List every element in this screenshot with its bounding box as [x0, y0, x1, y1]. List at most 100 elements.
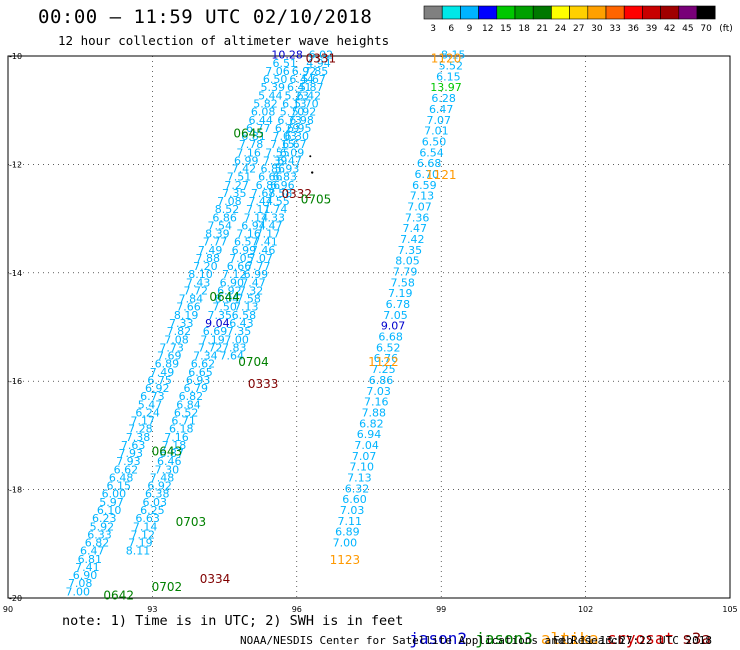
swh-value-label: 7.72 [198, 341, 223, 354]
colorbar-swatch [696, 5, 716, 20]
colorbar-label: 27 [573, 24, 584, 33]
swh-value-label: 5.87 [299, 81, 324, 94]
colorbar-label: 36 [628, 24, 640, 33]
swh-value-label: 7.42 [400, 233, 425, 246]
swh-value-label: 7.82 [167, 325, 192, 338]
swh-value-label: 6.94 [241, 219, 266, 232]
track-time-label: 0645 [233, 127, 264, 141]
track-time-label: 0331 [306, 52, 337, 66]
swh-value-label: 7.49 [198, 244, 223, 257]
swh-value-label: 7.78 [239, 138, 264, 151]
legend-item-s3a: s3a [682, 629, 711, 648]
swh-value-label: 6.92 [145, 382, 170, 395]
swh-value-label: 8.19 [174, 309, 199, 322]
x-tick-label: 105 [722, 605, 737, 614]
swh-value-label: 6.99 [232, 244, 257, 257]
swh-value-label: 6.89 [335, 526, 360, 539]
swh-value-label: 7.58 [390, 276, 415, 289]
swh-value-label: 7.55 [265, 195, 290, 208]
legend-item-jason2: jason2 [409, 629, 468, 648]
swh-value-label: 7.47 [258, 219, 283, 232]
x-tick-label: 90 [3, 605, 13, 614]
swh-value-label: 6.13 [282, 97, 307, 110]
swh-value-label: 5.82 [253, 97, 278, 110]
swh-value-label: 13.97 [430, 81, 462, 94]
swh-value-label: 6.99 [234, 154, 259, 167]
swh-value-label: 6.98 [289, 114, 314, 127]
swh-value-label: 6.47 [429, 103, 454, 116]
swh-value-label: 6.30 [285, 130, 310, 143]
island-mark [309, 155, 312, 158]
swh-value-label: 7.50 [212, 301, 237, 314]
swh-value-label: 7.10 [350, 461, 375, 474]
swh-value-label: 6.63 [135, 512, 160, 525]
swh-value-label: 5.92 [90, 520, 115, 533]
track-time-label: 0644 [209, 290, 240, 304]
swh-value-label: 7.33 [260, 211, 285, 224]
swh-value-label: 7.03 [273, 130, 298, 143]
swh-value-label: 7.16 [164, 431, 189, 444]
swh-value-label: 6.10 [97, 504, 122, 517]
swh-value-label: 7.00 [333, 537, 358, 550]
swh-value-label: 6.75 [147, 374, 172, 387]
legend-item-altika: altika [540, 629, 599, 648]
swh-value-label: 6.02 [309, 49, 334, 62]
swh-value-label: 7.41 [75, 561, 100, 574]
swh-value-label: 6.81 [78, 553, 103, 566]
units-note: note: 1) Time is in UTC; 2) SWH is in fe… [62, 613, 404, 629]
swh-value-label: 6.08 [251, 106, 276, 119]
swh-value-label: 7.04 [354, 439, 379, 452]
colorbar-label: 39 [646, 24, 658, 33]
swh-value-label: 6.15 [436, 70, 461, 83]
colorbar-unit: (ft) [719, 24, 732, 33]
swh-value-label: 6.83 [273, 171, 298, 184]
swh-value-label: 7.08 [68, 577, 93, 590]
swh-value-label: 4.94 [306, 57, 331, 70]
track-time-label: 0704 [238, 355, 269, 369]
swh-value-label: 6.73 [140, 390, 165, 403]
swh-value-label: 6.66 [258, 171, 283, 184]
swh-value-label: 6.84 [176, 398, 201, 411]
swh-value-label: 6.92 [292, 65, 317, 78]
swh-value-label: 7.35 [208, 309, 233, 322]
swh-value-label: 7.08 [164, 333, 189, 346]
swh-value-label: 7.07 [407, 200, 432, 213]
swh-value-label: 7.11 [246, 203, 271, 216]
swh-value-label: 7.18 [162, 439, 187, 452]
y-tick-label: -10 [9, 52, 22, 61]
swh-colorbar: 3 6 9 12 15 18 21 24 27 30 33 36 39 42 45 70 (ft) [423, 5, 732, 33]
swh-value-label: 6.47 [80, 545, 105, 558]
satellite-legend: jason2 jason3 altika cryosat s3a [390, 610, 719, 648]
swh-value-label: 7.41 [253, 236, 278, 249]
x-tick-label: 102 [578, 605, 593, 614]
swh-value-label: 5.70 [280, 106, 305, 119]
swh-value-label: 7.32 [239, 284, 264, 297]
swh-value-label: 7.14 [133, 520, 158, 533]
swh-value-label: 7.66 [176, 301, 201, 314]
swh-value-label: 6.44 [289, 73, 314, 86]
swh-value-label: 7.27 [224, 179, 249, 192]
swh-value-label: 6.50 [422, 135, 447, 148]
swh-value-label: 6.54 [419, 146, 444, 159]
swh-value-label: 6.86 [260, 163, 285, 176]
swh-value-label: 7.11 [337, 515, 362, 528]
swh-value-label: 7.12 [131, 528, 156, 541]
swh-value-label: 7.83 [222, 341, 247, 354]
track-time-label: 0333 [248, 377, 279, 391]
swh-value-label: 6.52 [376, 341, 401, 354]
swh-value-label: 7.79 [393, 266, 418, 279]
swh-value-label: 5.93 [275, 163, 300, 176]
swh-value-label: 5.52 [439, 60, 464, 73]
swh-value-label: 6.52 [174, 406, 199, 419]
swh-value-label: 7.72 [183, 284, 208, 297]
swh-value-label: 6.77 [246, 122, 271, 135]
swh-value-label: 6.15 [106, 480, 131, 493]
swh-value-label: 6.76 [374, 352, 399, 365]
swh-value-label: 7.47 [402, 222, 427, 235]
colorbar-label: 45 [682, 24, 693, 33]
swh-value-label: 7.12 [222, 268, 247, 281]
swh-value-label: 6.81 [241, 130, 266, 143]
swh-value-label: 6.41 [287, 81, 312, 94]
chart-subtitle: 12 hour collection of altimeter wave hei… [58, 33, 390, 48]
swh-value-label: 8.10 [188, 268, 213, 281]
